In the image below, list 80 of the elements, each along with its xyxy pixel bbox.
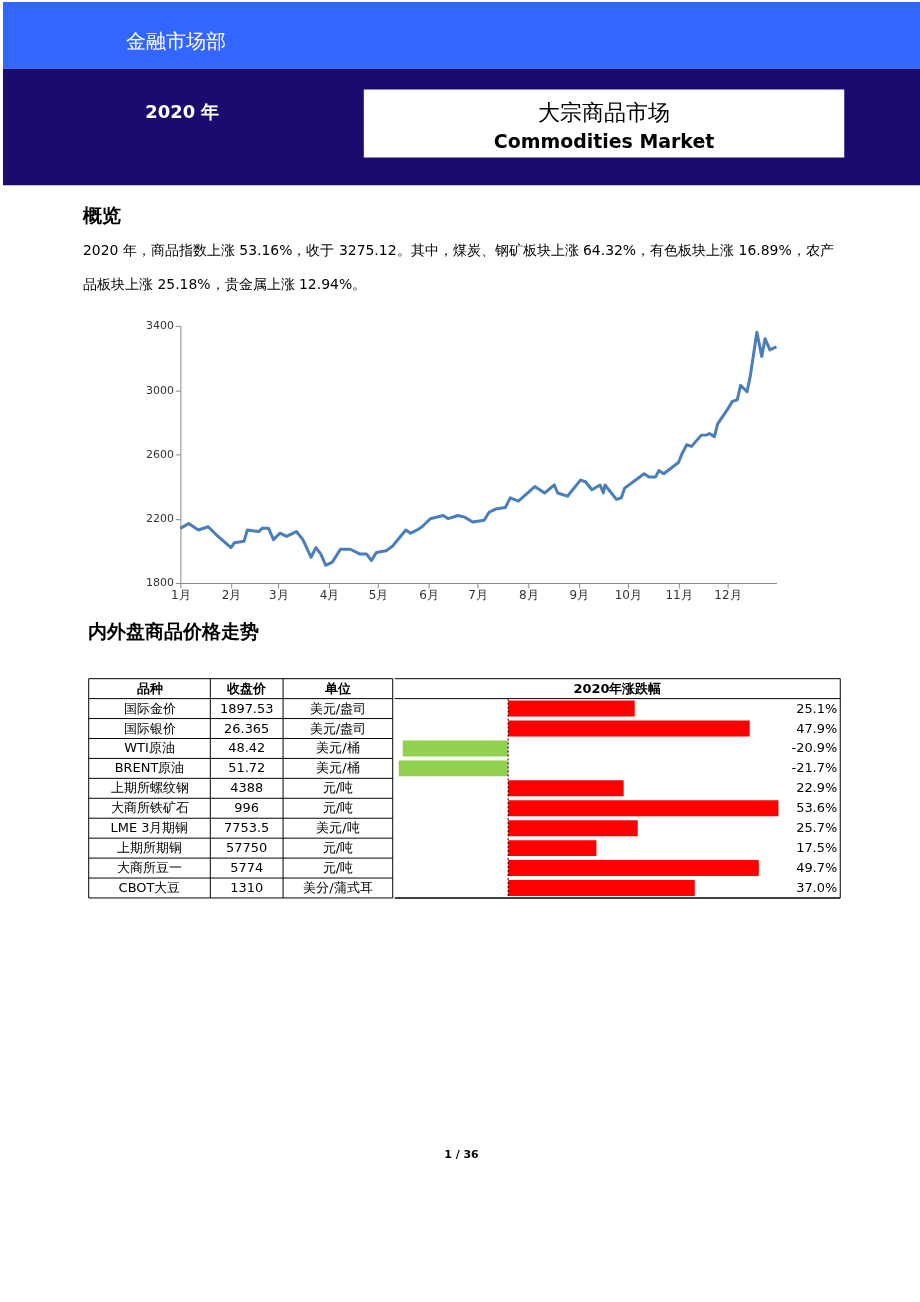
data-label: 25.7%: [796, 820, 838, 836]
x-tick-label: 8月: [518, 588, 539, 603]
data-label: -21.7%: [791, 760, 838, 776]
data-label: 53.6%: [796, 800, 838, 816]
text: 内外盘商品价格走势: [88, 620, 260, 643]
bar: [508, 840, 597, 857]
text: 单位: [323, 680, 351, 696]
text: 美元/吨: [316, 820, 360, 836]
x-tick-label: 12月: [714, 588, 742, 603]
text: 57750: [226, 840, 268, 856]
y-tick-label: WTI原油: [124, 740, 175, 756]
text: Commodities Market: [493, 130, 715, 153]
text: 美元/盎司: [309, 700, 367, 716]
x-tick-label: 10月: [614, 588, 642, 603]
text: 48.42: [228, 740, 266, 756]
text: 元/吨: [322, 860, 354, 876]
data-label: 49.7%: [796, 860, 838, 876]
line-series: [178, 330, 778, 567]
x-tick-label: 2月: [221, 588, 242, 603]
text: 金融市场部: [125, 29, 226, 53]
x-tick-label: 9月: [569, 588, 590, 603]
bar: [398, 760, 509, 777]
y-tick-label: 国际金价: [123, 700, 176, 716]
text: 51.72: [228, 760, 266, 776]
text: 收盘价: [227, 680, 268, 696]
data-label: 17.5%: [796, 840, 838, 856]
data-label: 22.9%: [796, 780, 838, 796]
text: 2020 年: [145, 100, 220, 122]
y-tick-label: 2600: [146, 447, 174, 461]
y-tick-label: 大商所豆一: [117, 860, 183, 876]
text: 美分/蒲式耳: [303, 879, 373, 895]
text: 1 / 36: [444, 1148, 480, 1162]
text: 2020 年，商品指数上涨 53.16%，收于 3275.12。其中，煤炭、钢矿板块上涨 64.32%，有色板块上涨 16.89%，农产品板块上涨 25.18%，贵金属上涨 12.94%。: [82, 242, 834, 292]
y-tick-label: 3000: [146, 383, 174, 397]
x-tick-label: 1月: [171, 588, 191, 603]
x-tick-label: 5月: [368, 588, 389, 603]
y-tick-label: 上期所螺纹钢: [110, 780, 189, 796]
text: 元/吨: [322, 840, 354, 856]
x-axis-title: 2020年涨跌幅: [573, 680, 662, 696]
y-tick-label: BRENT原油: [114, 760, 185, 776]
text: 大宗商品市场: [538, 99, 671, 125]
text: 5774: [230, 860, 264, 876]
bar: [508, 720, 750, 737]
text: 7753.5: [224, 820, 270, 836]
data-label: 47.9%: [796, 720, 838, 736]
y-axis-title: 品种: [136, 680, 163, 696]
x-tick-label: 4月: [319, 588, 340, 603]
data-label: 25.1%: [796, 700, 838, 716]
text: 美元/盎司: [309, 720, 367, 736]
text: 4388: [230, 780, 264, 796]
y-tick-label: 3400: [146, 319, 174, 333]
text: 元/吨: [322, 780, 354, 796]
text: 1897.53: [219, 700, 274, 716]
text: 1310: [230, 879, 264, 895]
text: 996: [234, 800, 260, 816]
x-tick-label: 7月: [468, 588, 488, 603]
data-label: 37.0%: [796, 879, 838, 895]
y-tick-label: CBOT大豆: [118, 879, 181, 895]
y-tick-label: LME 3月期铜: [110, 820, 189, 836]
y-tick-label: 大商所铁矿石: [110, 800, 189, 816]
x-tick-label: 11月: [665, 588, 693, 603]
data-label: -20.9%: [791, 740, 838, 756]
bar: [508, 800, 779, 817]
bar: [508, 780, 624, 797]
text: 美元/桶: [316, 760, 360, 776]
bar: [402, 740, 509, 757]
x-tick-label: 3月: [269, 588, 289, 603]
bar: [508, 820, 638, 837]
text: 元/吨: [322, 800, 354, 816]
y-tick-label: 上期所期铜: [117, 840, 183, 856]
text: 26.365: [224, 720, 270, 736]
y-tick-label: 1800: [146, 576, 174, 590]
bar: [508, 880, 695, 896]
y-tick-label: 2200: [146, 512, 174, 526]
y-tick-label: 国际银价: [123, 720, 176, 736]
chart-title: 概览: [81, 204, 121, 227]
x-tick-label: 6月: [419, 588, 439, 603]
text: 美元/桶: [316, 740, 360, 756]
bar: [508, 700, 635, 717]
bar: [508, 860, 759, 877]
